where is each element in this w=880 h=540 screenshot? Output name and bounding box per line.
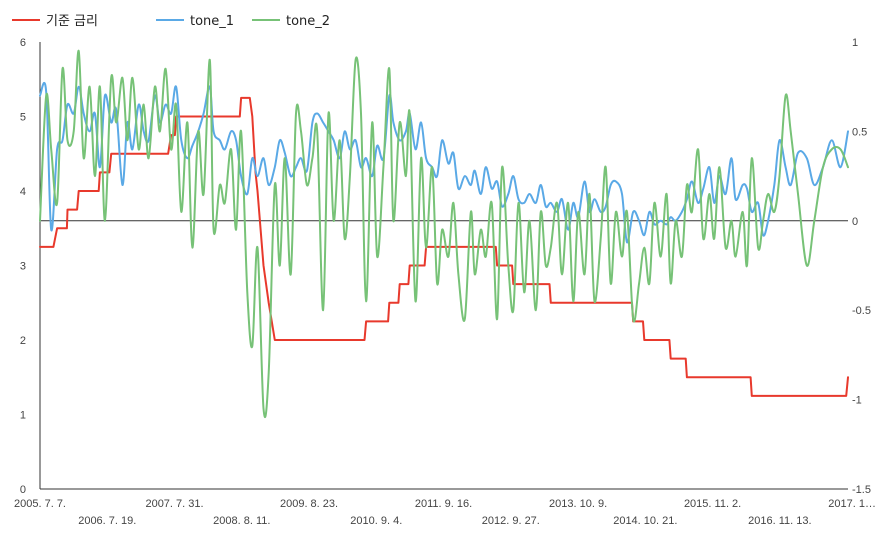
x-tick-label: 2007. 7. 31. (145, 498, 203, 510)
y-right-tick-label: -0.5 (852, 305, 871, 317)
y-left-tick-label: 3 (20, 261, 26, 273)
y-left-tick-label: 0 (20, 484, 26, 496)
y-right-tick-label: -1 (852, 395, 862, 407)
x-tick-label: 2016. 11. 13. (748, 515, 811, 527)
y-left-tick-label: 5 (20, 112, 26, 124)
y-right-tick-label: -1.5 (852, 484, 871, 496)
legend: 기준 금리 tone_1 tone_2 (12, 14, 330, 29)
x-tick-label: 2015. 11. 2. (684, 498, 741, 510)
y-left-tick-label: 4 (20, 186, 26, 198)
series-line-1 (39, 96, 849, 397)
axes (39, 42, 848, 490)
x-tick-label: 2009. 8. 23. (280, 498, 338, 510)
x-tick-label: 2011. 9. 16. (415, 498, 472, 510)
x-tick-label: 2008. 8. 11. (213, 515, 270, 527)
tick-labels: 0 1 2 3 4 5 6 -1.5 -1 -0.5 0 0.5 1 2005. 7. 7. 2007. 7… (14, 37, 876, 527)
x-tick-label: 2006. 7. 19. (78, 515, 136, 527)
y-right-tick-label: 0 (852, 216, 858, 228)
x-tick-label: 2013. 10. 9. (549, 498, 607, 510)
x-tick-label: 2014. 10. 21. (613, 515, 677, 527)
y-left-tick-label: 1 (20, 410, 26, 422)
y-left-tick-label: 2 (20, 335, 26, 347)
y-right-tick-label: 0.5 (852, 126, 867, 138)
y-right-tick-label: 1 (852, 37, 858, 49)
legend-label-1: 기준 금리 (46, 14, 98, 29)
y-left-tick-label: 6 (20, 37, 26, 49)
x-tick-label: 2017. 1… (828, 498, 876, 510)
series-layer (39, 49, 849, 418)
x-tick-label: 2012. 9. 27. (482, 515, 540, 527)
legend-label-2: tone_1 (190, 14, 234, 29)
legend-label-3: tone_2 (286, 14, 330, 29)
series-line-3 (39, 49, 849, 418)
x-tick-label: 2005. 7. 7. (14, 498, 66, 510)
x-tick-label: 2010. 9. 4. (350, 515, 402, 527)
